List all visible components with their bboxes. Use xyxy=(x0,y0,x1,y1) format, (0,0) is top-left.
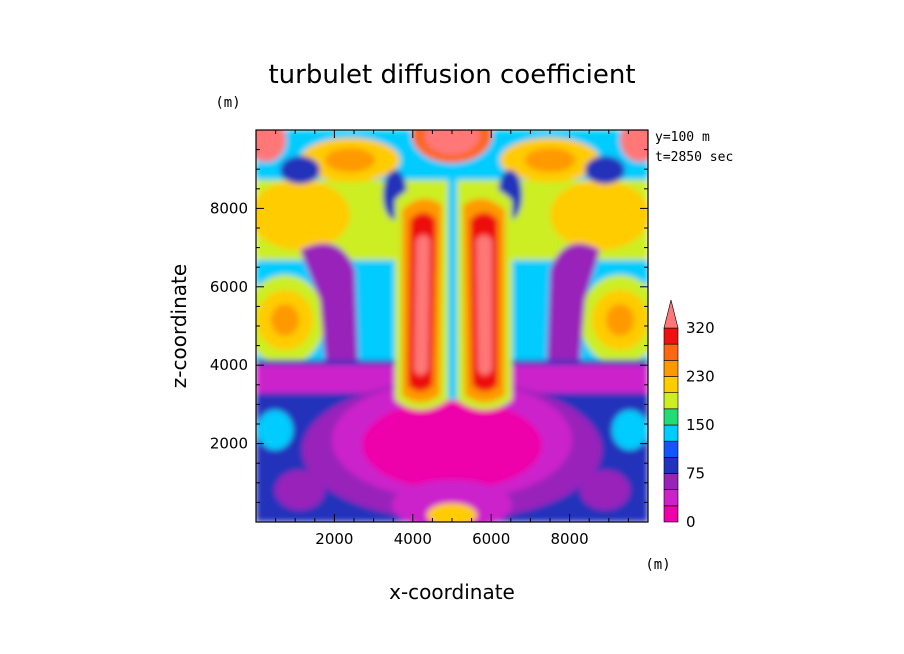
y-axis-unit: (m) xyxy=(215,95,240,111)
x-tick-label: 4000 xyxy=(394,530,432,548)
x-tick-labels: 2000 4000 6000 8000 xyxy=(315,530,588,548)
colorbar-label: 230 xyxy=(686,368,715,386)
annotation-t: t=2850 sec xyxy=(655,150,733,165)
colorbar-swatch xyxy=(663,408,679,426)
colorbar-swatch xyxy=(663,505,679,523)
annotation-y: y=100 m xyxy=(655,130,710,145)
colorbar-label: 75 xyxy=(686,465,705,483)
y-tick-label: 6000 xyxy=(210,278,248,296)
x-tick-label: 8000 xyxy=(551,530,589,548)
y-tick-label: 4000 xyxy=(210,356,248,374)
colorbar-labels: 0 75 150 230 320 xyxy=(686,319,715,531)
y-tick-label: 8000 xyxy=(210,199,248,217)
y-axis-label: z-coordinate xyxy=(167,264,191,388)
colorbar-swatch xyxy=(663,376,679,393)
colorbar-label: 150 xyxy=(686,416,715,434)
colorbar-label: 320 xyxy=(686,319,715,337)
colorbar-swatch xyxy=(663,343,679,361)
x-tick-label: 6000 xyxy=(472,530,510,548)
colorbar-swatch xyxy=(663,489,679,507)
colorbar-swatch xyxy=(663,457,679,474)
y-tick-labels: 2000 4000 6000 8000 xyxy=(210,199,248,452)
colorbar-label: 0 xyxy=(686,513,696,531)
chart-title: turbulet diffusion coefficient xyxy=(268,60,635,90)
colorbar-swatch xyxy=(663,440,679,458)
colorbar-swatch xyxy=(663,424,679,442)
x-axis-unit: (m) xyxy=(645,557,670,573)
colorbar xyxy=(663,299,679,523)
axis-ticks xyxy=(256,130,648,522)
x-axis-label: x-coordinate xyxy=(389,580,515,604)
colorbar-swatch xyxy=(663,327,679,345)
y-tick-label: 2000 xyxy=(210,435,248,453)
x-tick-label: 2000 xyxy=(315,530,353,548)
colorbar-swatch xyxy=(663,473,679,490)
colorbar-swatch xyxy=(663,360,679,377)
colorbar-swatch xyxy=(663,392,679,410)
colorbar-extend-arrow xyxy=(663,299,679,329)
contour-field xyxy=(256,130,648,522)
